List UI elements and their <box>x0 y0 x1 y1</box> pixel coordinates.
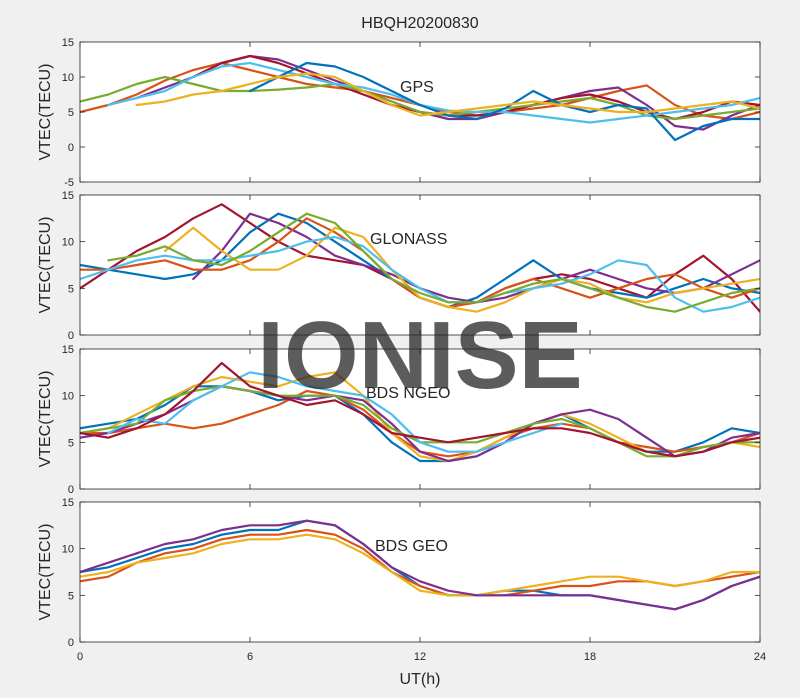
x-tick-label: 12 <box>414 651 426 663</box>
series-line-6 <box>107 371 563 453</box>
y-tick-label: 15 <box>62 344 74 356</box>
y-axis-label: VTEC(TECU) <box>37 524 54 621</box>
series-group <box>80 54 760 142</box>
panel-annotation: BDS NGEO <box>366 385 450 402</box>
y-tick-label: 10 <box>62 544 74 556</box>
panel-annotation: GPS <box>400 79 434 96</box>
series-line-7 <box>135 72 760 117</box>
series-line-7 <box>107 212 760 313</box>
watermark: IONISE <box>257 302 582 409</box>
subplot-1: -5 0 5 10 15 VTEC(TECU) GPS <box>37 37 761 189</box>
series-line-5 <box>163 226 760 313</box>
y-tick-label: 15 <box>62 190 74 202</box>
figure-title: HBQH20200830 <box>361 15 479 32</box>
series-line-7 <box>80 361 760 458</box>
y-tick-label: 10 <box>62 237 74 249</box>
y-tick-label: 5 <box>68 283 74 295</box>
y-tick-label: 0 <box>68 484 74 496</box>
series-group <box>80 361 760 463</box>
y-tick-label: -5 <box>64 177 74 189</box>
y-tick-label: 15 <box>62 497 74 509</box>
series-line-6 <box>248 61 760 142</box>
series-line-3 <box>80 533 760 597</box>
plot-area <box>80 502 760 642</box>
x-tick-label: 0 <box>77 651 83 663</box>
subplot-stack: -5 0 5 10 15 VTEC(TECU) GPS 0 5 10 15 VTEC(TECU) GLO… <box>37 37 766 663</box>
subplot-3: 0 5 10 15 VTEC(TECU) BDS NGEO <box>37 344 761 496</box>
panel-annotation: GLONASS <box>370 231 447 248</box>
y-tick-label: 15 <box>62 37 74 49</box>
x-axis-label: UT(h) <box>400 671 441 688</box>
y-axis-label: VTEC(TECU) <box>37 64 54 161</box>
y-tick-label: 0 <box>68 330 74 342</box>
y-tick-label: 10 <box>62 391 74 403</box>
y-tick-label: 0 <box>68 142 74 154</box>
plot-area <box>80 349 760 489</box>
y-tick-label: 5 <box>68 107 74 119</box>
panel-annotation: BDS GEO <box>375 538 448 555</box>
series-line-3 <box>192 54 760 121</box>
y-tick-label: 5 <box>68 437 74 449</box>
series-line-4 <box>80 519 760 611</box>
x-tick-label: 6 <box>247 651 253 663</box>
series-group <box>80 203 760 313</box>
y-axis-label: VTEC(TECU) <box>37 371 54 468</box>
subplot-4: 0 5 10 15 0 6 12 18 24 VTEC(TECU) BDS GEO <box>37 497 766 663</box>
y-tick-label: 0 <box>68 637 74 649</box>
x-tick-label: 24 <box>754 651 766 663</box>
y-tick-label: 10 <box>62 72 74 84</box>
series-group <box>80 519 760 611</box>
y-tick-label: 5 <box>68 590 74 602</box>
y-axis-label: VTEC(TECU) <box>37 217 54 314</box>
subplot-2: 0 5 10 15 VTEC(TECU) GLONASS <box>37 190 761 342</box>
x-tick-label: 18 <box>584 651 596 663</box>
